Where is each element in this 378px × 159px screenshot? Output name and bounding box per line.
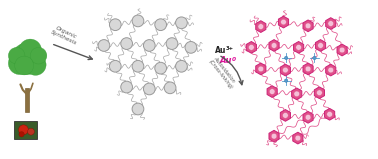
Polygon shape: [314, 87, 324, 99]
Circle shape: [110, 60, 121, 72]
Circle shape: [25, 54, 46, 75]
Circle shape: [144, 83, 155, 95]
Polygon shape: [246, 41, 256, 53]
Circle shape: [110, 19, 121, 31]
Circle shape: [30, 47, 47, 64]
Circle shape: [258, 24, 264, 29]
Polygon shape: [326, 64, 336, 76]
Circle shape: [8, 47, 25, 64]
Polygon shape: [256, 63, 266, 75]
Text: 3+: 3+: [225, 46, 233, 51]
Circle shape: [28, 128, 34, 135]
Circle shape: [132, 15, 144, 27]
Text: 0: 0: [231, 57, 235, 62]
Circle shape: [317, 90, 322, 96]
Circle shape: [283, 67, 288, 73]
Circle shape: [284, 56, 288, 60]
Polygon shape: [293, 132, 303, 144]
Circle shape: [281, 19, 287, 25]
Circle shape: [155, 19, 166, 31]
FancyBboxPatch shape: [14, 121, 37, 139]
Circle shape: [155, 62, 166, 74]
Polygon shape: [303, 63, 313, 75]
Polygon shape: [280, 110, 290, 121]
Polygon shape: [279, 16, 288, 28]
Circle shape: [249, 45, 254, 50]
Polygon shape: [325, 108, 335, 120]
Polygon shape: [303, 20, 313, 32]
Circle shape: [284, 79, 288, 82]
Text: Au: Au: [215, 45, 226, 55]
Circle shape: [270, 89, 275, 94]
Circle shape: [271, 133, 277, 139]
Circle shape: [185, 41, 197, 53]
FancyBboxPatch shape: [25, 88, 29, 112]
Polygon shape: [292, 88, 302, 100]
Circle shape: [305, 114, 311, 120]
Polygon shape: [267, 86, 277, 97]
Circle shape: [328, 67, 334, 73]
Polygon shape: [303, 111, 313, 123]
Circle shape: [121, 38, 133, 49]
Circle shape: [318, 43, 324, 48]
Circle shape: [8, 52, 31, 75]
Circle shape: [132, 103, 144, 115]
Circle shape: [19, 125, 28, 135]
Circle shape: [19, 132, 24, 137]
Circle shape: [294, 91, 299, 97]
Polygon shape: [280, 64, 290, 76]
Circle shape: [166, 38, 178, 49]
Text: Autoxidation
(Cross-linking): Autoxidation (Cross-linking): [208, 55, 239, 90]
Circle shape: [327, 111, 333, 117]
Circle shape: [175, 17, 187, 29]
Circle shape: [271, 43, 277, 48]
Circle shape: [15, 56, 34, 75]
Circle shape: [339, 47, 345, 53]
Circle shape: [175, 60, 187, 72]
Circle shape: [313, 56, 316, 60]
Circle shape: [295, 135, 301, 141]
Circle shape: [121, 81, 133, 93]
Circle shape: [144, 40, 155, 51]
Polygon shape: [256, 21, 266, 32]
Circle shape: [164, 82, 176, 94]
Circle shape: [305, 23, 311, 29]
Polygon shape: [269, 40, 279, 51]
Circle shape: [305, 66, 311, 72]
Text: Organic
Synthesis: Organic Synthesis: [50, 24, 80, 46]
Circle shape: [283, 113, 288, 118]
Polygon shape: [337, 44, 347, 56]
Circle shape: [328, 21, 334, 26]
Polygon shape: [326, 18, 336, 29]
Circle shape: [19, 39, 42, 62]
Polygon shape: [269, 130, 279, 142]
Polygon shape: [316, 40, 325, 51]
Circle shape: [11, 43, 43, 75]
Circle shape: [296, 45, 302, 50]
Text: Au: Au: [220, 56, 232, 65]
Circle shape: [132, 60, 144, 72]
Circle shape: [258, 66, 264, 72]
Circle shape: [98, 40, 110, 51]
Polygon shape: [294, 41, 304, 53]
